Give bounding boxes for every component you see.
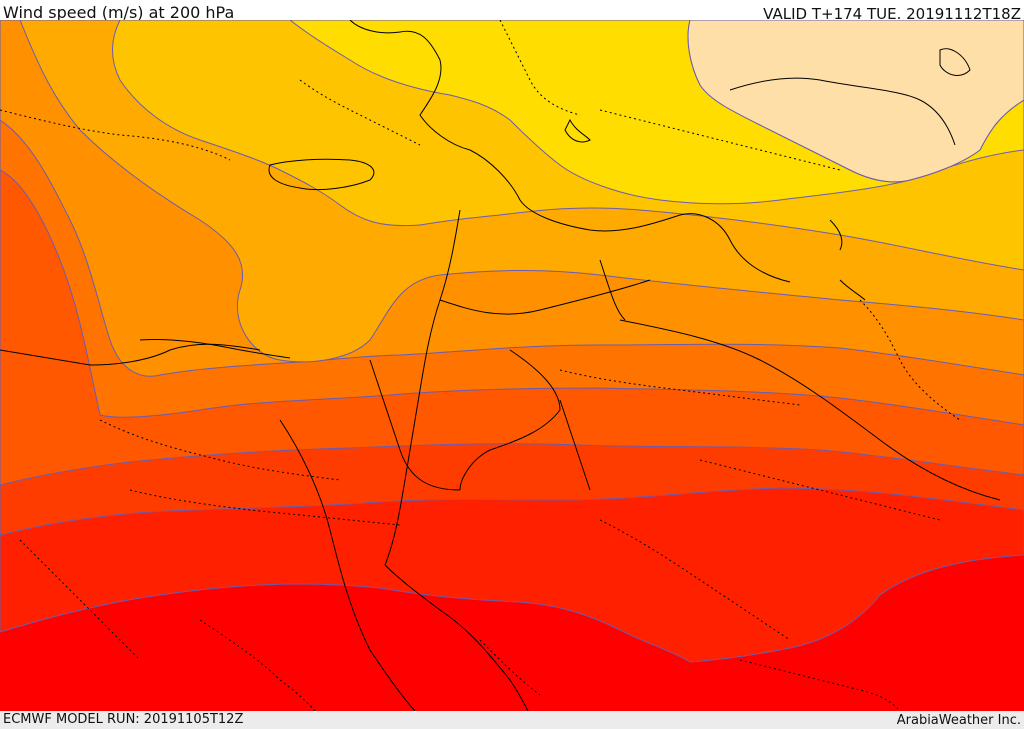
model-run: ECMWF MODEL RUN: 20191105T12Z — [3, 712, 244, 727]
wind-speed-map — [0, 20, 1024, 711]
map-title: Wind speed (m/s) at 200 hPa — [3, 3, 235, 22]
country-borders — [0, 20, 1001, 711]
footer-bar: ECMWF MODEL RUN: 20191105T12Z ArabiaWeat… — [0, 711, 1024, 729]
credit: ArabiaWeather Inc. — [896, 713, 1021, 728]
map-panel — [0, 20, 1024, 711]
header-bar: Wind speed (m/s) at 200 hPa VALID T+174 … — [0, 0, 1024, 23]
valid-time: VALID T+174 TUE. 20191112T18Z — [763, 5, 1021, 23]
province-borders — [0, 20, 961, 711]
